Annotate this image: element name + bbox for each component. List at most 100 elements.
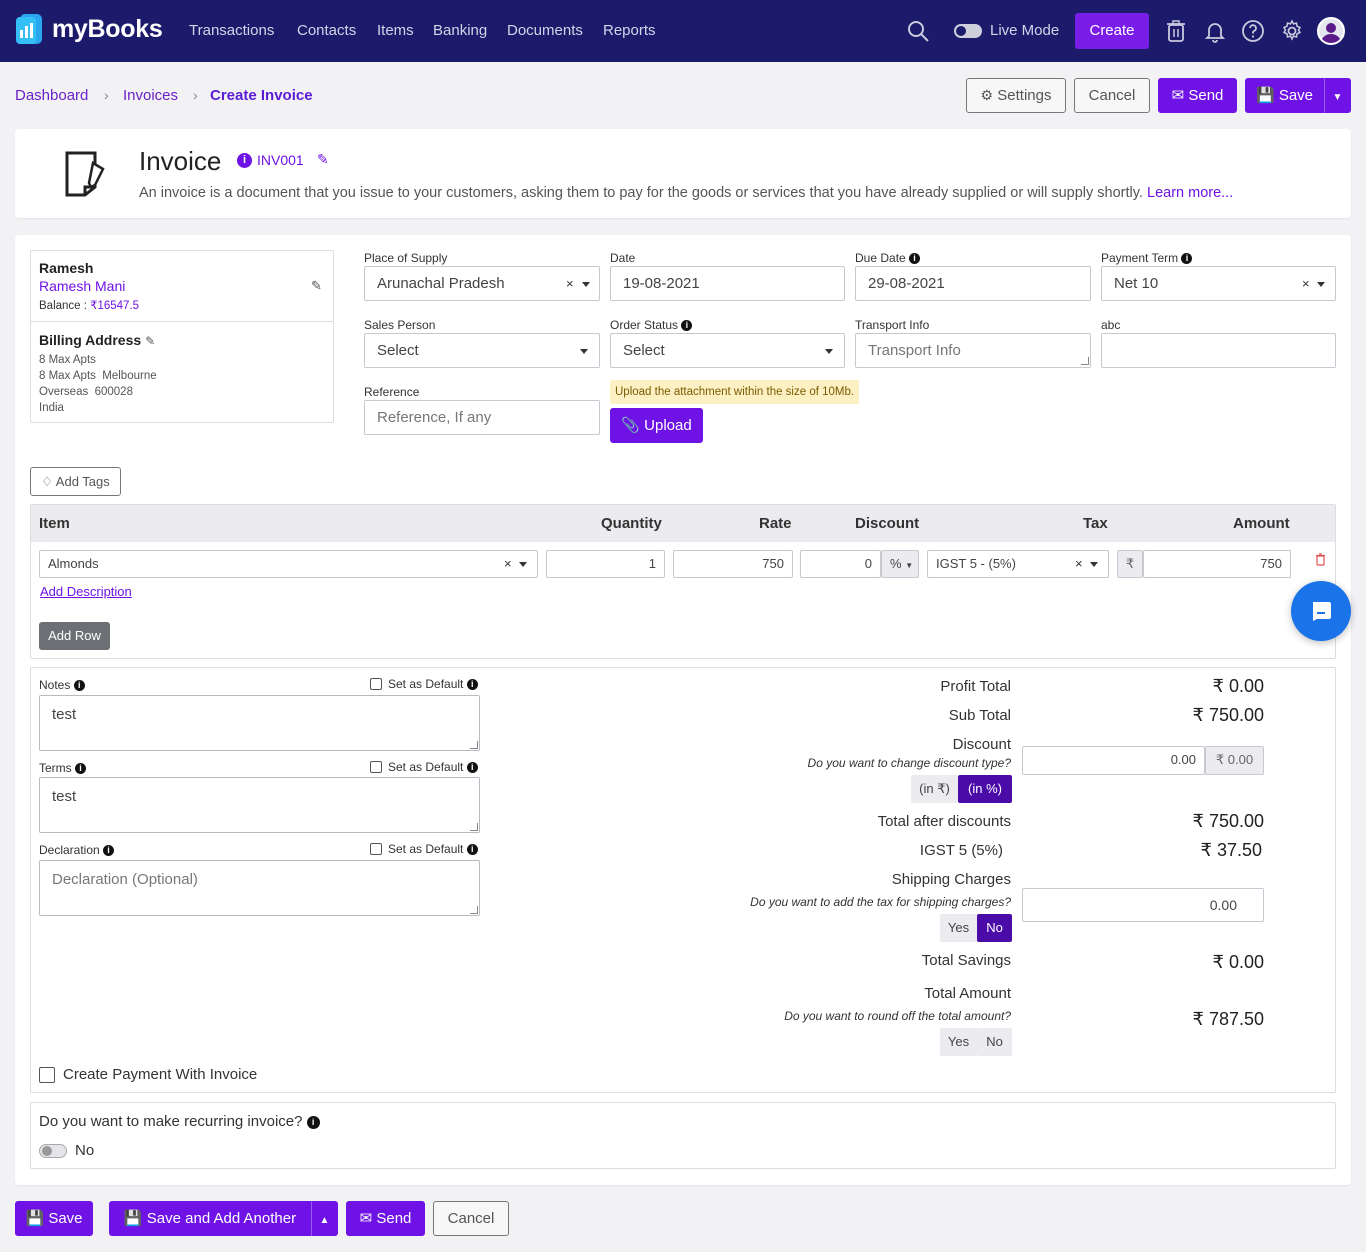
info-icon[interactable]: i [237,151,252,168]
resize-handle[interactable] [470,823,478,831]
mybooks-logo-icon[interactable] [14,14,44,46]
sales-person-select[interactable]: Select [364,333,600,368]
amount-input[interactable]: 750 [1143,550,1291,578]
discount-in-rupee-option[interactable]: (in ₹) [911,775,958,803]
user-avatar[interactable] [1317,17,1345,45]
clear-icon[interactable]: × [1075,556,1083,571]
footer-save-button[interactable]: 💾 Save [15,1201,93,1236]
upload-button[interactable]: 📎 Upload [610,408,703,443]
recurring-toggle[interactable] [39,1144,67,1158]
shipping-charges-input[interactable]: 0.00 [1022,888,1264,922]
due-date-field[interactable]: 29-08-2021 [855,266,1091,301]
item-select[interactable]: Almonds [39,550,538,578]
save-add-options-dropdown[interactable]: ▲ [311,1201,338,1236]
add-tags-button[interactable]: ♢ Add Tags [30,467,121,496]
igst-label: IGST 5 (5%) [919,842,1003,859]
info-icon[interactable]: i [466,679,478,691]
create-button[interactable]: Create [1075,13,1149,49]
nav-banking[interactable]: Banking [433,22,488,39]
shipping-tax-yes[interactable]: Yes [940,914,977,942]
nav-contacts[interactable]: Contacts [297,22,357,39]
notes-set-default-checkbox[interactable] [370,678,382,690]
save-and-add-another-button[interactable]: 💾 Save and Add Another [109,1201,311,1236]
payment-term-label-text: Payment Term [1101,251,1179,265]
payment-term-select[interactable]: Net 10 [1101,266,1336,301]
transport-info-input[interactable]: Transport Info [855,333,1091,368]
shipping-charges-label: Shipping Charges [891,871,1011,888]
round-off-no[interactable]: No [977,1028,1012,1056]
cancel-button[interactable]: Cancel [1074,78,1150,113]
create-payment-checkbox[interactable] [39,1067,55,1083]
terms-set-default-checkbox[interactable] [370,761,382,773]
clear-icon[interactable]: × [504,556,512,571]
shipping-tax-no[interactable]: No [977,914,1012,942]
abc-input[interactable] [1101,333,1336,368]
footer-send-button[interactable]: ✉ Send [346,1201,425,1236]
declaration-set-default-checkbox[interactable] [370,843,382,855]
nav-items[interactable]: Items [377,22,414,39]
invoice-intro-card: Invoice i INV001 ✎ An invoice is a docum… [15,129,1351,218]
resize-handle[interactable] [470,741,478,749]
info-icon[interactable]: i [75,763,87,775]
gear-icon[interactable] [1280,19,1304,43]
breadcrumb-invoices[interactable]: Invoices [123,87,179,104]
rate-input[interactable]: 750 [673,550,793,578]
trash-icon[interactable] [1164,19,1188,43]
items-table [30,504,1336,659]
add-description-link[interactable]: Add Description [40,584,132,599]
discount-in-percent-option[interactable]: (in %) [958,775,1012,803]
total-savings-label: Total Savings [921,952,1011,969]
add-row-button[interactable]: Add Row [39,622,110,650]
discount-input[interactable]: 0 [800,550,881,578]
place-of-supply-select[interactable]: Arunachal Pradesh [364,266,600,301]
info-icon[interactable]: i [1181,253,1193,265]
order-status-select[interactable]: Select [610,333,845,368]
help-icon[interactable] [1241,19,1265,43]
info-icon[interactable]: i [466,844,478,856]
breadcrumb-dashboard[interactable]: Dashboard [15,87,89,104]
terms-set-default-label: Set as Default i [388,760,478,774]
terms-textarea[interactable]: test [39,777,480,833]
settings-button[interactable]: ⚙ Settings [966,78,1066,113]
discount-total-input[interactable]: 0.00 [1022,746,1205,775]
info-icon[interactable]: i [681,320,693,332]
quantity-input[interactable]: 1 [546,550,665,578]
clear-icon[interactable]: × [566,276,574,291]
info-icon[interactable]: i [103,845,115,857]
resize-handle[interactable] [1081,357,1089,365]
save-button[interactable]: 💾 Save [1245,78,1324,113]
round-off-yes[interactable]: Yes [940,1028,977,1056]
tax-select[interactable]: IGST 5 - (5%) [927,550,1109,578]
learn-more-link[interactable]: Learn more... [1147,185,1234,201]
declaration-textarea[interactable]: Declaration (Optional) [39,860,480,916]
chat-launcher[interactable] [1291,581,1351,641]
save-options-dropdown[interactable]: ▼ [1324,78,1351,113]
bell-icon[interactable] [1203,19,1227,43]
search-icon[interactable] [906,19,930,43]
notes-textarea[interactable]: test [39,695,480,751]
info-icon[interactable]: i [466,762,478,774]
edit-address-icon[interactable]: ✎ [145,334,156,348]
footer-cancel-button[interactable]: Cancel [433,1201,509,1236]
send-button[interactable]: ✉ Send [1158,78,1237,113]
info-icon[interactable]: i [306,1115,320,1129]
nav-documents[interactable]: Documents [507,22,583,39]
customer-full-name-link[interactable]: Ramesh Mani [39,278,126,294]
reference-input[interactable]: Reference, If any [364,400,600,435]
edit-customer-icon[interactable]: ✎ [311,278,322,293]
nav-reports[interactable]: Reports [603,22,656,39]
date-field[interactable]: 19-08-2021 [610,266,845,301]
info-icon[interactable]: i [73,680,85,692]
nav-transactions[interactable]: Transactions [189,22,275,39]
live-mode-toggle[interactable] [954,24,982,38]
recurring-question-text: Do you want to make recurring invoice? [39,1113,303,1130]
delete-row-icon[interactable] [1315,553,1326,566]
brand-name[interactable]: myBooks [52,15,163,43]
clear-icon[interactable]: × [1302,276,1310,291]
resize-handle[interactable] [470,906,478,914]
column-header-rate: Rate [759,515,792,532]
discount-type-select[interactable]: % ▼ [881,550,919,578]
sub-total-value: ₹ 750.00 [1192,705,1264,725]
edit-pencil-icon[interactable]: ✎ [317,151,329,167]
info-icon[interactable]: i [909,253,921,265]
